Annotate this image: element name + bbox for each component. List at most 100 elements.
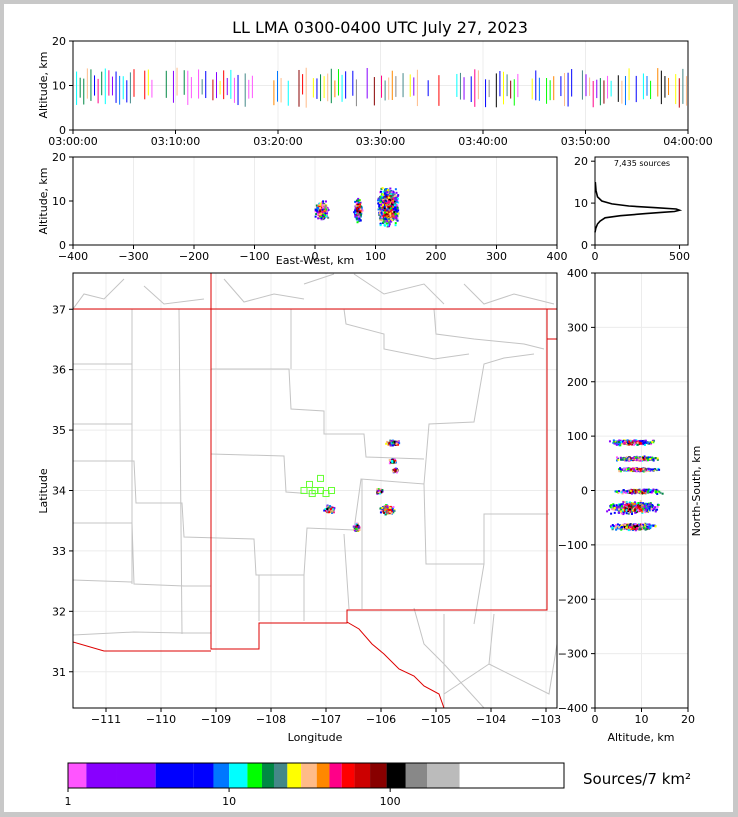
source-mark: [381, 219, 384, 222]
source-mark: [378, 205, 381, 208]
source-mark: [619, 470, 622, 473]
y-tick-label: 31: [52, 666, 66, 679]
colorbar-cell: [301, 763, 317, 788]
source-mark: [396, 204, 399, 207]
source-mark: [629, 440, 632, 443]
colorbar-ticks: 1 10 100: [65, 788, 401, 808]
source-mark: [636, 458, 639, 461]
x-tick-label: 200: [426, 250, 447, 263]
source-mark: [324, 508, 327, 511]
source-mark: [383, 511, 386, 514]
source-mark: [646, 505, 649, 508]
source-mark: [617, 508, 620, 511]
source-mark: [634, 511, 637, 514]
x-tick-label: 10: [635, 713, 649, 726]
source-mark: [622, 491, 625, 494]
source-mark: [391, 198, 394, 201]
source-mark: [625, 526, 628, 529]
source-mark: [358, 214, 361, 217]
source-mark: [384, 510, 387, 513]
y-tick-label: 10: [52, 80, 66, 93]
source-mark: [378, 197, 381, 200]
source-mark: [620, 526, 623, 529]
colorbar-cell: [261, 763, 274, 788]
map-sources: [323, 439, 401, 532]
source-mark: [633, 501, 636, 504]
source-mark: [318, 213, 321, 216]
station-marker: [328, 487, 335, 494]
source-mark: [386, 218, 389, 221]
source-mark: [388, 225, 391, 228]
source-mark: [642, 488, 645, 491]
source-mark: [619, 506, 622, 509]
source-mark: [628, 504, 631, 507]
source-mark: [394, 461, 397, 464]
source-mark: [646, 490, 649, 493]
source-mark: [382, 203, 385, 206]
source-mark: [639, 442, 642, 445]
y-tick-label: 33: [52, 545, 66, 558]
colorbar-cell: [354, 763, 371, 788]
source-mark: [631, 503, 634, 506]
source-mark: [643, 455, 646, 458]
source-mark: [394, 201, 397, 204]
source-mark: [387, 218, 390, 221]
source-mark: [386, 211, 389, 214]
source-mark: [625, 456, 628, 459]
histogram-x-ticks: 0 500: [592, 245, 690, 263]
source-mark: [650, 491, 653, 494]
source-mark: [385, 222, 388, 225]
source-mark: [384, 513, 387, 516]
source-mark: [631, 441, 634, 444]
colorbar-cell: [213, 763, 230, 788]
source-mark: [625, 442, 628, 445]
source-mark: [327, 506, 330, 509]
source-mark: [314, 208, 317, 211]
source-mark: [640, 505, 643, 508]
source-mark: [622, 506, 625, 509]
source-mark: [315, 209, 318, 212]
source-mark: [644, 511, 647, 514]
source-mark: [388, 200, 391, 203]
source-mark: [381, 195, 384, 198]
source-mark: [623, 509, 626, 512]
source-mark: [656, 508, 659, 511]
time-height-ylabel: Altitude, km: [37, 51, 50, 118]
source-mark: [320, 209, 323, 212]
source-mark: [619, 510, 622, 513]
time-height-x-ticks: 03:00:00 03:10:00 03:20:00 03:30:00 03:40:00…: [48, 130, 713, 148]
colorbar-cell: [341, 763, 355, 788]
source-mark: [381, 187, 384, 190]
source-mark: [318, 211, 321, 214]
colorbar-cell: [247, 763, 262, 788]
source-mark: [642, 502, 645, 505]
x-tick-label: −100: [239, 250, 269, 263]
source-mark: [638, 441, 641, 444]
source-mark: [659, 491, 662, 494]
source-mark: [324, 204, 327, 207]
source-mark: [358, 217, 361, 220]
source-mark: [613, 442, 616, 445]
source-mark: [386, 213, 389, 216]
source-mark: [378, 202, 381, 205]
source-mark: [627, 527, 630, 530]
source-mark: [638, 458, 641, 461]
source-mark: [612, 503, 615, 506]
source-mark: [611, 508, 614, 511]
source-mark: [315, 213, 318, 216]
source-mark: [661, 492, 664, 495]
colorbar-cell: [329, 763, 342, 788]
source-mark: [617, 441, 620, 444]
source-mark: [391, 201, 394, 204]
source-mark: [389, 439, 392, 442]
ew-height-x-ticks: −400 −300 −200 −100 0 100 200 300 400: [58, 245, 568, 263]
source-mark: [390, 220, 393, 223]
source-mark: [646, 523, 649, 526]
ew-height-xlabel: East-West, km: [276, 254, 354, 267]
source-mark: [396, 195, 399, 198]
source-mark: [377, 202, 380, 205]
source-mark: [395, 191, 398, 194]
source-mark: [324, 212, 327, 215]
colorbar-cell: [427, 763, 460, 788]
